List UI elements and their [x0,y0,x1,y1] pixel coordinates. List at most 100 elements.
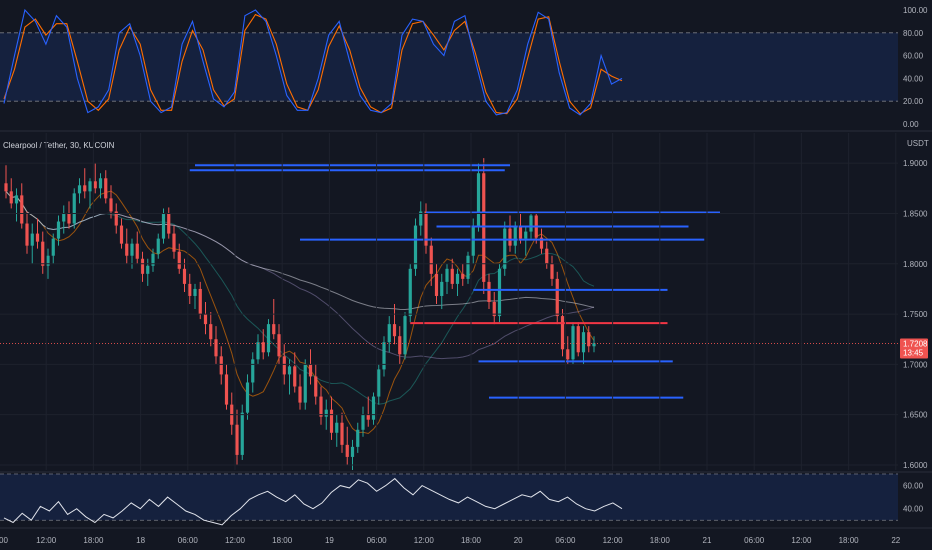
candle-body [140,258,145,274]
candle-body [104,178,108,199]
candle-body [371,396,376,420]
candle-body [25,223,29,246]
moving-average-line [5,190,595,435]
time-tick-label: 12:00 [36,536,57,545]
candle-body [361,414,365,430]
candle-body [303,364,307,403]
candle-body [156,238,160,254]
candle-body [251,359,255,383]
candle-body [308,364,313,377]
candle-body [387,324,391,343]
candle-body [114,211,118,226]
candle-body [119,225,124,244]
candle-body [455,273,460,284]
candle-body [529,215,533,232]
candle-body [135,243,139,259]
candle-body [182,268,187,284]
candle-body [587,332,591,347]
candle-body [382,342,386,370]
time-tick-label: 06:00 [555,536,576,545]
candle-body [62,213,66,222]
price-tick-label: 1.7000 [903,360,928,369]
stochastic-tick-label: 40.00 [903,74,924,83]
candle-body [35,233,40,242]
candle-body [398,336,402,355]
candle-body [429,245,433,274]
candle-body [77,185,82,194]
time-tick-label: 20 [514,536,523,545]
time-tick-label: 12:00 [603,536,624,545]
candle-body [366,414,370,420]
candle-body [424,211,428,246]
candle-body [56,221,61,239]
rsi-axis: 60.00 40.00 [903,482,924,514]
time-tick-label: 22 [891,536,900,545]
candle-body [209,324,213,340]
candle-body [581,332,586,353]
candle-body [518,225,523,239]
stochastic-pane[interactable]: 100.00 80.00 60.00 40.00 20.00 0.00 [0,6,928,129]
rsi-line [3,477,623,526]
candle-body [555,278,559,317]
stochastic-band-fill [0,32,898,102]
time-tick-label: 12:00 [225,536,246,545]
horizontal-levels[interactable] [189,164,720,399]
candle-body [256,342,260,360]
candle-body [125,243,129,256]
candle-body [487,281,491,303]
candle-body [408,268,412,317]
price-tick-label: 1.8500 [903,209,928,218]
candle-body [571,326,575,360]
price-tick-label: 1.8000 [903,260,928,269]
candle-body [319,396,323,417]
time-tick-label: 06:00 [744,536,765,545]
candle-body [224,374,229,405]
candle-body [41,241,45,266]
time-tick-label: 12:00 [414,536,435,545]
candle-body [497,268,502,317]
candle-body [377,369,381,397]
candle-body [203,314,208,325]
candle-body [340,422,344,445]
candle-body [198,288,202,315]
candle-body [345,444,349,457]
candle-body [109,198,113,212]
time-tick-label: 06:00 [367,536,388,545]
candle-body [508,228,512,246]
candle-body [287,366,292,375]
candle-body [482,173,486,282]
price-pane[interactable]: 1.9000 1.8500 1.8000 1.7500 1.7000 1.6500 1.60… [0,139,929,470]
last-price-label: 1.7208 13:45 [900,338,928,359]
candle-body [4,183,8,192]
price-tick-label: 1.6500 [903,411,928,420]
time-tick-label: 18:00 [839,536,860,545]
stochastic-tick-label: 80.00 [903,29,924,38]
candle-body [566,349,570,360]
candle-body [277,334,281,357]
candle-body [88,181,92,192]
rsi-pane[interactable]: 60.00 40.00 [0,473,924,526]
rsi-tick-label: 60.00 [903,482,924,491]
price-tick-label: 1.7500 [903,310,928,319]
stochastic-tick-label: 20.00 [903,97,924,106]
candle-body [298,386,302,403]
candle-body [450,268,454,284]
candle-body [235,424,239,455]
candle-body [329,409,334,433]
candle-body [245,382,250,413]
candle-body [46,255,50,266]
candle-body [98,178,103,189]
time-tick-label: 00 [0,536,8,545]
time-tick-label: 18:00 [650,536,671,545]
candle-body [539,237,544,249]
candle-body [434,273,439,296]
candle-body [130,243,134,256]
candle-body [503,228,507,269]
candle-body [524,231,528,239]
candle-body [576,326,580,353]
stochastic-tick-label: 0.00 [903,120,919,129]
candle-body [419,211,423,226]
candle-body [545,248,549,264]
candle-body [392,324,397,337]
